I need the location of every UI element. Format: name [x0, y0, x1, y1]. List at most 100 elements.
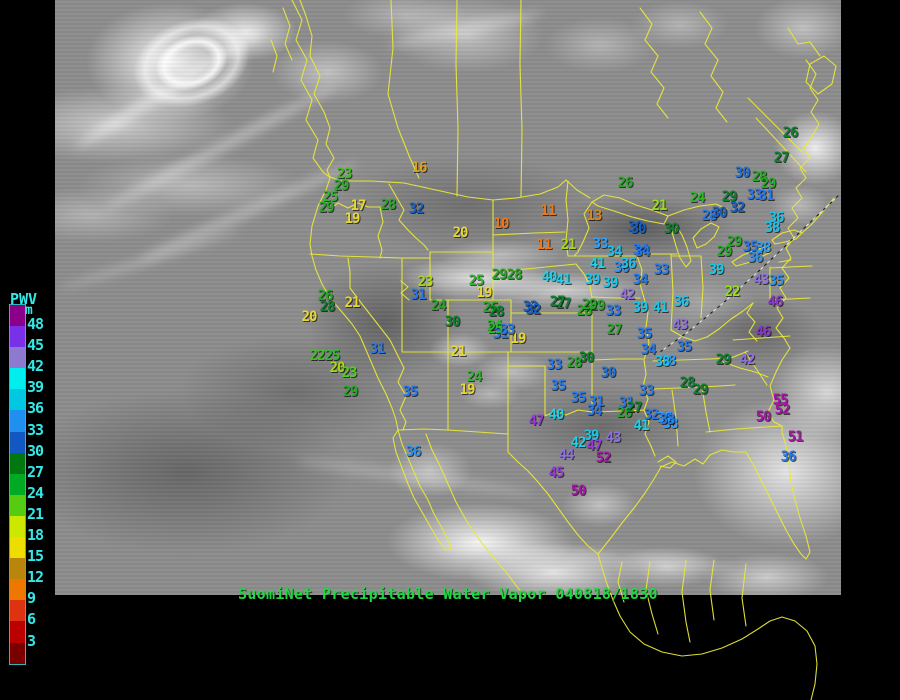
pwv-station-value: 47: [528, 413, 545, 429]
legend-tick-label: 9: [27, 589, 36, 608]
pwv-station-value: 35: [768, 273, 785, 289]
mexico-state-line: [741, 563, 747, 627]
pwv-station-value: 31: [588, 394, 605, 410]
in-oh-border: [700, 255, 704, 319]
pwv-station-value: 34: [632, 272, 649, 288]
pwv-station-value: 51: [787, 429, 804, 445]
pwv-station-value: 42: [570, 435, 587, 451]
pwv-station-value: 17: [350, 198, 367, 214]
pwv-station-value: 38: [654, 354, 671, 370]
pwv-station-value: 35: [636, 326, 653, 342]
pwv-station-value: 34: [640, 342, 657, 358]
legend-color-block: [10, 410, 25, 432]
pwv-station-value: 29: [342, 384, 359, 400]
pwv-station-value: 31: [369, 341, 386, 357]
pwv-station-value: 19: [459, 382, 476, 398]
rio-grande-border: [507, 451, 599, 555]
pwv-station-value: 29: [692, 382, 709, 398]
bc-ab-border: [387, 93, 420, 179]
nc-sc-border: [722, 361, 769, 378]
ne-ia-missouri-river: [575, 263, 593, 299]
mississippi-river: [636, 255, 656, 457]
pwv-station-value: 21: [344, 295, 361, 311]
pwv-station-value: 28: [380, 197, 397, 213]
pwv-station-value: 19: [476, 285, 493, 301]
legend-tick-label: 15: [27, 547, 44, 566]
pwv-station-value: 32: [729, 200, 746, 216]
pwv-station-value: 40: [548, 407, 565, 423]
pwv-station-value: 41: [589, 256, 606, 272]
quebec-river-2: [699, 11, 728, 123]
pwv-station-value: 27: [606, 322, 623, 338]
legend-color-block: [10, 558, 25, 580]
legend-color-block: [10, 326, 25, 348]
legend-color-block: [10, 305, 25, 327]
pwv-station-value: 19: [344, 211, 361, 227]
pwv-station-value: 28: [319, 299, 336, 315]
satellite-imagery: [55, 0, 841, 595]
st-lawrence-north-shore: [747, 97, 803, 153]
pwv-station-value: 24: [689, 190, 706, 206]
pwv-station-value: 33: [546, 357, 563, 373]
id-mt-border: [388, 183, 429, 251]
pwv-station-value: 20: [452, 225, 469, 241]
legend-color-block: [10, 621, 25, 643]
pwv-station-value: 21: [450, 344, 467, 360]
st-lawrence-outlet: [801, 197, 835, 234]
pwv-station-value: 26: [617, 175, 634, 191]
pwv-station-value: 25: [487, 321, 504, 337]
pwv-station-value: 40: [541, 269, 558, 285]
pwv-station-value: 52: [595, 450, 612, 466]
pwv-station-value: 42: [739, 352, 756, 368]
pwv-station-value: 27: [773, 150, 790, 166]
pwv-station-value: 36: [656, 410, 673, 426]
baja-coastline: [392, 429, 453, 551]
pwv-station-value: 28: [506, 267, 523, 283]
pwv-station-value: 33: [592, 236, 609, 252]
pwv-station-value: 43: [672, 317, 689, 333]
mo-ar-border: [591, 358, 644, 361]
border-through-lakes: [565, 179, 591, 199]
pwv-station-value: 43: [605, 430, 622, 446]
pwv-station-value: 32: [408, 201, 425, 217]
lakes-north-shore: [667, 203, 728, 217]
pwv-station-value: 36: [620, 256, 637, 272]
pwv-station-value: 25: [324, 348, 341, 364]
pwv-station-value: 38: [662, 416, 679, 432]
legend-tick-label: 6: [27, 610, 36, 629]
legend-color-block: [10, 537, 25, 559]
legend-tick-label: 30: [27, 441, 44, 460]
pwv-station-value: 20: [329, 360, 346, 376]
gulf-coastline: [597, 425, 811, 560]
pwv-station-value: 23: [417, 274, 434, 290]
pwv-station-value: 28: [679, 375, 696, 391]
red-river-border: [544, 409, 593, 417]
pwv-station-value: 13: [586, 208, 603, 224]
pwv-station-value: 41: [652, 300, 669, 316]
pwv-station-value: 28: [751, 169, 768, 185]
ca-nv-border: [347, 257, 405, 369]
legend-tick-label: 24: [27, 483, 44, 502]
pwv-station-value: 26: [317, 288, 334, 304]
pwv-station-value: 36: [768, 210, 785, 226]
pwv-station-value: 28: [576, 303, 593, 319]
pwv-station-value: 29: [760, 176, 777, 192]
pwv-station-value: 30: [711, 205, 728, 221]
pwv-station-value: 36: [405, 444, 422, 460]
pwv-station-value: 33: [638, 383, 655, 399]
long-island: [778, 259, 792, 263]
mississippi-delta: [657, 455, 677, 469]
mexico-state-line: [681, 559, 691, 643]
il-in-border: [670, 253, 674, 331]
pwv-station-value: 28: [566, 355, 583, 371]
pwv-station-value: 36: [613, 260, 630, 276]
pwv-station-value: 30: [627, 219, 644, 235]
pa-md-border: [769, 297, 811, 301]
pwv-station-value: 31: [492, 326, 509, 342]
legend-tick-label: 12: [27, 568, 44, 587]
pwv-station-value: 26: [782, 125, 799, 141]
pwv-station-value: 35: [550, 378, 567, 394]
pwv-station-value: 42: [619, 287, 636, 303]
